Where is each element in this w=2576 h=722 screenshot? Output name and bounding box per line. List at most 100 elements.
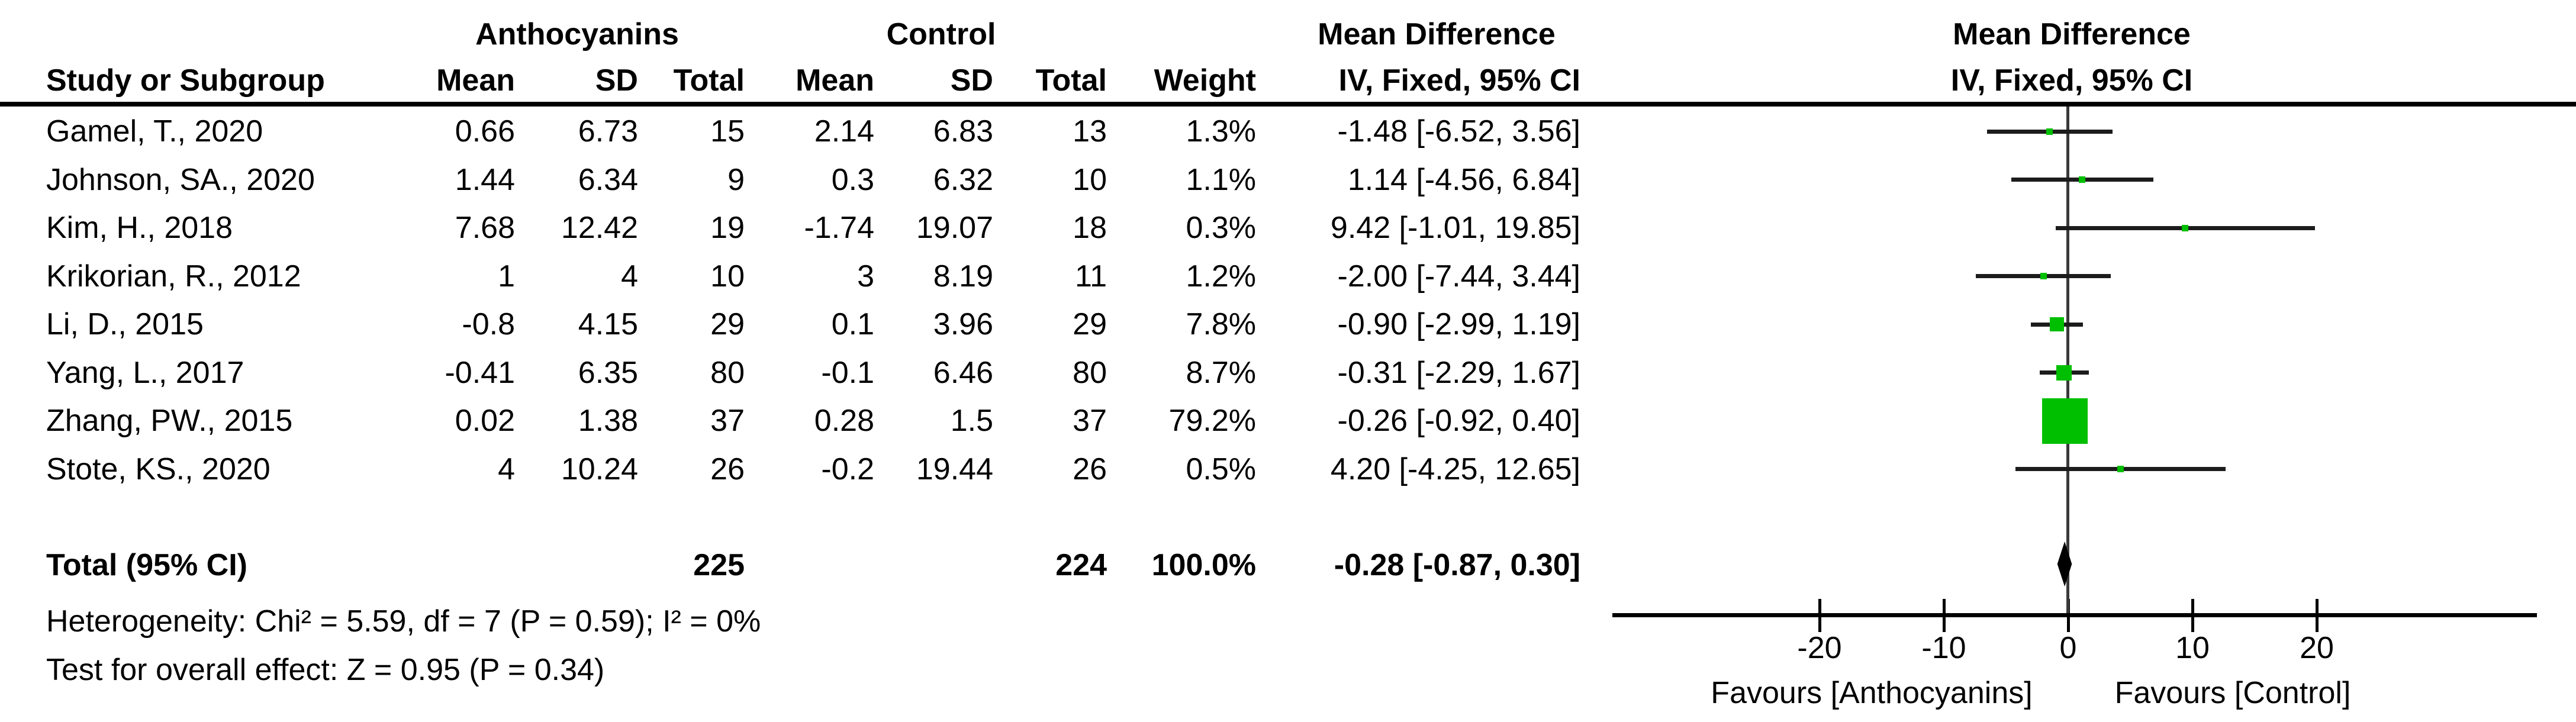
study-ctl-sd: 6.32 [933,162,993,197]
study-row-label: Johnson, SA., 2020 [46,162,315,197]
study-ctl-total: 18 [1073,211,1107,245]
total-ctl-n: 224 [1055,548,1107,582]
study-weight: 1.2% [1186,259,1256,294]
study-ctl-mean: 2.14 [814,114,874,149]
study-exp-total: 9 [727,162,745,197]
study-exp-total: 26 [710,452,745,486]
axis-tick-label: 20 [2300,631,2334,665]
study-weight: 1.3% [1186,114,1256,149]
study-weight: 0.5% [1186,452,1256,486]
study-ctl-total: 13 [1073,114,1107,149]
study-exp-sd: 6.73 [578,114,638,149]
study-ci-text: -2.00 [-7.44, 3.44] [1337,259,1581,294]
favours-right-label: Favours [Control] [2114,676,2351,710]
study-ctl-mean: -0.2 [821,452,874,486]
study-ci-text: -0.31 [-2.29, 1.67] [1337,355,1581,390]
study-exp-mean: 7.68 [455,211,515,245]
summary-diamond [2057,542,2072,586]
study-row-label: Krikorian, R., 2012 [46,259,301,294]
study-ctl-mean: -0.1 [821,355,874,390]
study-ctl-mean: 0.3 [831,162,874,197]
study-exp-mean: 1 [498,259,515,294]
favours-left-label: Favours [Anthocyanins] [1711,676,2033,710]
study-exp-sd: 4 [621,259,638,294]
effect-square [2042,398,2088,444]
study-ctl-total: 80 [1073,355,1107,390]
study-ctl-total: 11 [1075,259,1107,294]
study-ctl-sd: 1.5 [950,404,993,438]
study-ctl-mean: -1.74 [804,211,874,245]
effect-square [2046,128,2053,135]
study-ci-text: 4.20 [-4.25, 12.65] [1330,452,1580,486]
effect-text-header: Mean Difference [1318,17,1556,51]
header-divider-rule [0,102,2576,107]
study-row-label: Kim, H., 2018 [46,211,233,245]
study-exp-total: 37 [710,404,745,438]
study-ci-text: -1.48 [-6.52, 3.56] [1337,114,1581,149]
study-ctl-mean: 0.28 [814,404,874,438]
control-group-header: Control [886,17,996,51]
study-ctl-sd: 8.19 [933,259,993,294]
ctl-total-col-header: Total [1035,63,1107,98]
study-ctl-mean: 3 [857,259,874,294]
study-ci-text: -0.26 [-0.92, 0.40] [1337,404,1581,438]
effect-square [2117,466,2124,472]
axis-tick-label: 10 [2175,631,2210,665]
study-ctl-total: 29 [1073,307,1107,341]
study-row-label: Li, D., 2015 [46,307,204,341]
effect-square [2079,176,2086,183]
ctl-mean-col-header: Mean [796,63,874,98]
study-row-label: Stote, KS., 2020 [46,452,271,486]
study-exp-total: 19 [710,211,745,245]
total-ci-text: -0.28 [-0.87, 0.30] [1334,548,1580,582]
study-ctl-sd: 19.44 [916,452,993,486]
study-exp-mean: 0.02 [455,404,515,438]
study-weight: 0.3% [1186,211,1256,245]
study-ctl-sd: 6.46 [933,355,993,390]
study-exp-sd: 1.38 [578,404,638,438]
study-ctl-total: 10 [1073,162,1107,197]
study-exp-mean: -0.8 [462,307,515,341]
study-row-label: Yang, L., 2017 [46,355,244,390]
exp-mean-col-header: Mean [436,63,515,98]
experimental-group-header: Anthocyanins [475,17,679,51]
study-exp-sd: 4.15 [578,307,638,341]
study-weight: 7.8% [1186,307,1256,341]
iv-plot-col-header: IV, Fixed, 95% CI [1950,63,2193,98]
heterogeneity-text: Heterogeneity: Chi² = 5.59, df = 7 (P = … [46,604,761,639]
effect-square [2040,273,2047,279]
study-ctl-sd: 6.83 [933,114,993,149]
study-exp-mean: 1.44 [455,162,515,197]
study-exp-mean: -0.41 [445,355,515,390]
study-exp-mean: 0.66 [455,114,515,149]
study-exp-mean: 4 [498,452,515,486]
x-axis-line [1612,613,2537,617]
axis-tick-label: -10 [1921,631,1966,665]
study-exp-total: 80 [710,355,745,390]
study-row-label: Gamel, T., 2020 [46,114,263,149]
study-ctl-sd: 3.96 [933,307,993,341]
study-exp-sd: 12.42 [561,211,638,245]
exp-total-col-header: Total [673,63,745,98]
effect-plot-header: Mean Difference [1953,17,2191,51]
ctl-sd-col-header: SD [950,63,993,98]
study-exp-total: 10 [710,259,745,294]
study-ci-text: -0.90 [-2.99, 1.19] [1337,307,1581,341]
study-weight: 1.1% [1186,162,1256,197]
study-ctl-sd: 19.07 [916,211,993,245]
zero-line [2066,107,2069,613]
study-ctl-total: 26 [1073,452,1107,486]
axis-tick-label: 0 [2059,631,2077,665]
iv-text-col-header: IV, Fixed, 95% CI [1338,63,1580,98]
total-weight: 100.0% [1151,548,1256,582]
overall-effect-text: Test for overall effect: Z = 0.95 (P = 0… [46,653,605,687]
study-exp-sd: 10.24 [561,452,638,486]
study-ctl-mean: 0.1 [831,307,874,341]
study-exp-sd: 6.34 [578,162,638,197]
total-exp-n: 225 [693,548,745,582]
study-weight: 79.2% [1168,404,1256,438]
effect-square [2056,365,2072,381]
effect-square [2182,224,2189,231]
